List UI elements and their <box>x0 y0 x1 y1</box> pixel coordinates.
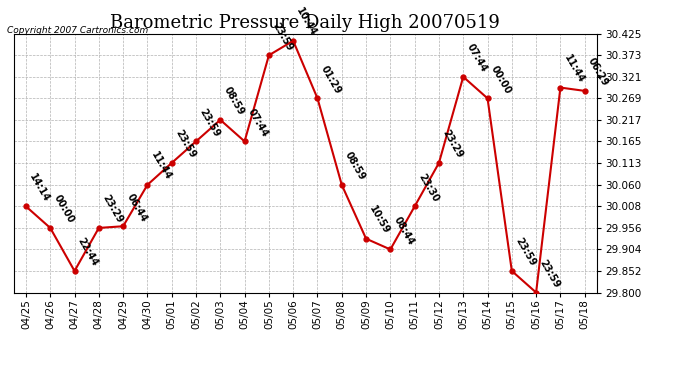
Text: 22:44: 22:44 <box>76 236 100 268</box>
Text: 07:44: 07:44 <box>246 107 270 139</box>
Text: 14:14: 14:14 <box>28 172 52 204</box>
Text: 10:59: 10:59 <box>368 204 392 236</box>
Text: 06:29: 06:29 <box>586 56 610 88</box>
Text: 00:00: 00:00 <box>489 64 513 96</box>
Text: Copyright 2007 Cartronics.com: Copyright 2007 Cartronics.com <box>7 26 148 35</box>
Text: 23:29: 23:29 <box>440 128 464 160</box>
Text: 11:44: 11:44 <box>149 150 173 182</box>
Text: 23:59: 23:59 <box>173 128 197 160</box>
Text: 08:59: 08:59 <box>221 85 246 117</box>
Text: 23:59: 23:59 <box>538 258 562 290</box>
Text: 00:00: 00:00 <box>52 193 76 225</box>
Text: 23:59: 23:59 <box>513 236 538 268</box>
Text: 01:29: 01:29 <box>319 64 343 96</box>
Text: 06:44: 06:44 <box>124 192 148 224</box>
Text: 08:59: 08:59 <box>343 150 367 182</box>
Text: 07:44: 07:44 <box>464 42 489 74</box>
Text: 23:29: 23:29 <box>100 193 124 225</box>
Text: 10:44: 10:44 <box>295 6 319 38</box>
Text: 23:59: 23:59 <box>270 21 295 53</box>
Text: 23:30: 23:30 <box>416 172 440 204</box>
Text: 11:44: 11:44 <box>562 53 586 85</box>
Title: Barometric Pressure Daily High 20070519: Barometric Pressure Daily High 20070519 <box>110 14 500 32</box>
Text: 23:59: 23:59 <box>197 107 221 139</box>
Text: 08:44: 08:44 <box>392 215 416 247</box>
